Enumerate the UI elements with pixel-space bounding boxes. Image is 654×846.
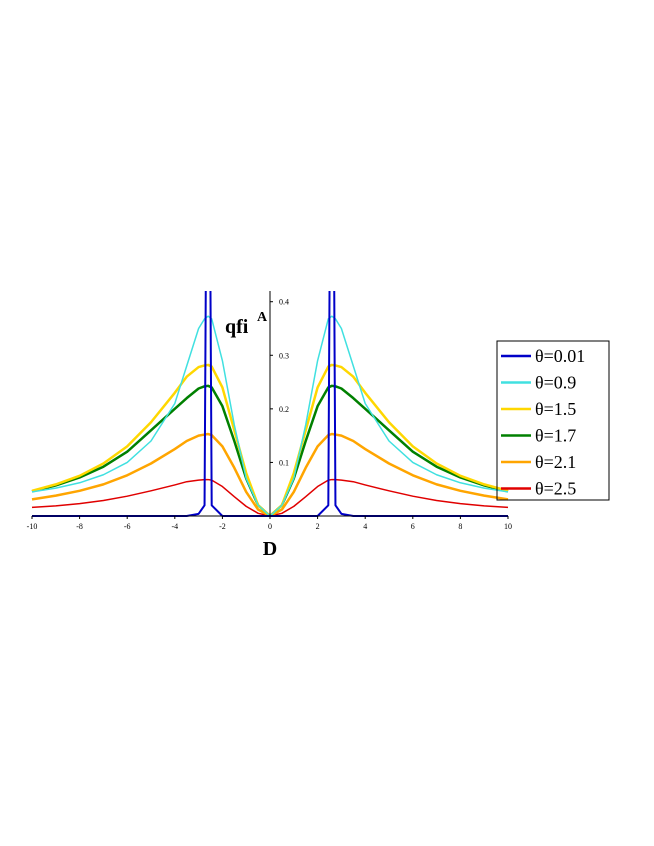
legend-label: θ=1.5 [535,399,576,419]
y-axis-label: qfi [225,316,249,338]
x-tick-label: 6 [411,522,415,531]
y-tick-label: 0.4 [279,298,289,307]
x-tick-label: -4 [171,522,178,531]
legend-box [496,340,610,501]
x-axis-label: D [263,538,277,560]
x-tick-label: 4 [363,522,367,531]
x-tick-label: 10 [504,522,512,531]
x-tick-label: -2 [219,522,226,531]
legend-label: θ=2.5 [535,479,576,499]
legend-label: θ=2.1 [535,452,576,472]
y-tick-label: 0.2 [279,405,289,414]
y-axis-label-superscript: A [257,310,268,325]
y-tick-label: 0.1 [279,458,289,467]
legend-label: θ=1.7 [535,426,576,446]
x-tick-label: -6 [124,522,131,531]
x-tick-label: 2 [316,522,320,531]
x-tick-label: -10 [27,522,38,531]
y-tick-label: 0.3 [279,351,289,360]
x-tick-label: 0 [268,522,272,531]
x-tick-label: -8 [76,522,83,531]
legend-label: θ=0.9 [535,373,576,393]
x-tick-label: 8 [458,522,462,531]
legend-label: θ=0.01 [535,346,585,366]
